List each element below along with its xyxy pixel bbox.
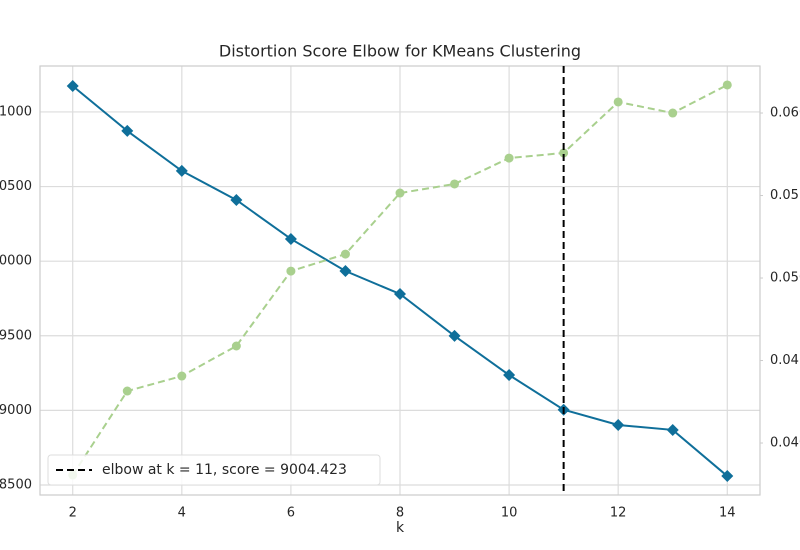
point (339, 265, 352, 278)
point (559, 148, 569, 158)
plot-frame (39, 65, 761, 496)
y-tick-label: 11000 (0, 104, 32, 119)
point (286, 266, 296, 276)
y2-tick-label: 0.045 (770, 353, 800, 368)
y-tick-label: 9500 (0, 328, 32, 343)
y-tick-label: 10500 (0, 179, 32, 194)
point (231, 341, 241, 351)
chart-title: Distortion Score Elbow for KMeans Cluste… (219, 42, 581, 61)
point (284, 232, 297, 245)
point (722, 80, 732, 90)
point (612, 419, 625, 432)
point (121, 124, 134, 137)
x-tick-label: 14 (719, 506, 736, 521)
legend-label: elbow at k = 11, score = 9004.423 (102, 462, 347, 478)
y-tick-label: 8500 (0, 478, 32, 493)
legend-box (47, 454, 381, 486)
point (394, 288, 406, 301)
x-axis-label: k (396, 520, 405, 536)
point (666, 423, 679, 436)
point (177, 371, 187, 381)
y2-tick-label: 0.055 (770, 188, 800, 203)
point (66, 79, 79, 92)
x-tick-label: 12 (610, 506, 627, 521)
x-tick-label: 8 (396, 506, 404, 521)
y2-tick-label: 0.060 (770, 106, 800, 121)
point (721, 470, 734, 483)
y2-tick-label: 0.050 (770, 271, 800, 286)
point (448, 329, 461, 342)
y2-tick-label: 0.040 (770, 436, 800, 451)
legend: elbow at k = 11, score = 9004.423 (47, 454, 381, 486)
x-tick-label: 10 (501, 506, 518, 521)
point (668, 108, 678, 118)
x-tick-label: 6 (287, 506, 295, 521)
point (504, 153, 514, 163)
x-tick-label: 4 (178, 506, 186, 521)
x-tick-label: 2 (69, 506, 77, 521)
point (450, 179, 460, 189)
y-tick-label: 9000 (0, 403, 32, 418)
point (175, 164, 188, 177)
point (340, 249, 350, 259)
point (503, 369, 516, 382)
point (395, 188, 405, 198)
point (122, 386, 132, 396)
point (230, 193, 243, 206)
point (613, 97, 623, 107)
